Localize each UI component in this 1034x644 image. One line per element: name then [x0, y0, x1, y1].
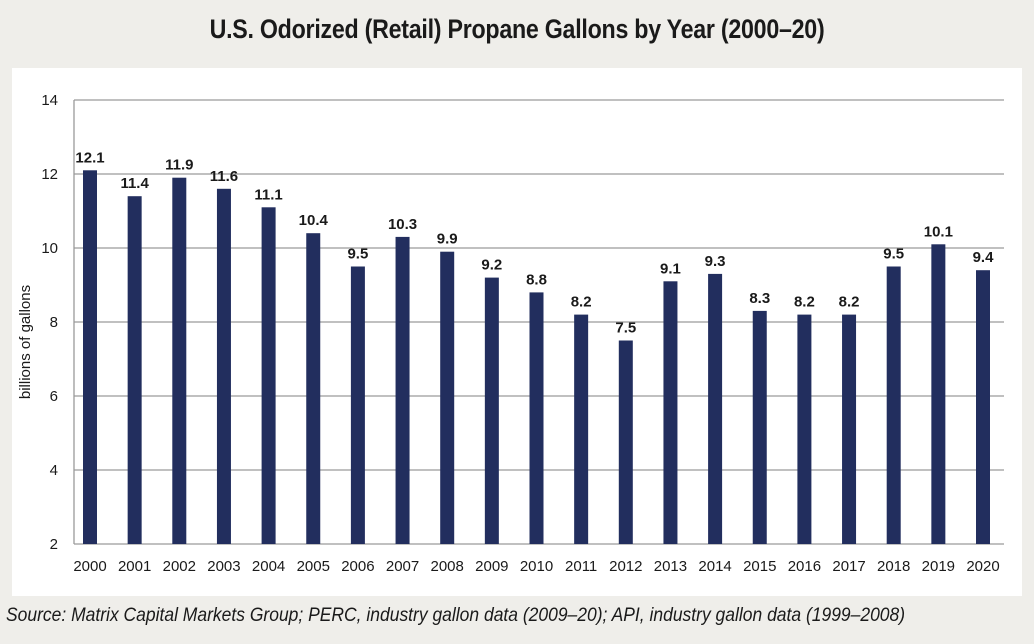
value-label-2011: 8.2 — [571, 294, 592, 311]
x-tick-label-2014: 2014 — [698, 558, 731, 575]
value-label-2012: 7.5 — [615, 320, 636, 337]
x-axis-ticks: 2000 2001 2002 2003 2004 2005 2006 2007 2008 2009… — [73, 558, 999, 575]
bar-2013 — [663, 281, 678, 544]
y-tick-label: 4 — [50, 462, 58, 479]
y-axis-label: billions of gallons — [17, 285, 34, 399]
x-tick-label-2019: 2019 — [922, 558, 955, 575]
value-labels: 12.1 11.4 11.9 11.6 11.1 10.4 9.5 10.3 9.9 9.2 8.8… — [75, 149, 994, 336]
bar-2014 — [708, 273, 723, 544]
bar-2008 — [440, 251, 455, 544]
x-tick-label-2003: 2003 — [207, 558, 240, 575]
x-tick-label-2012: 2012 — [609, 558, 642, 575]
x-tick-label-2013: 2013 — [654, 558, 687, 575]
value-label-2007: 10.3 — [388, 216, 417, 233]
y-tick-label: 12 — [41, 166, 58, 183]
y-tick-label: 14 — [41, 92, 58, 109]
x-tick-label-2007: 2007 — [386, 558, 419, 575]
value-label-2001: 11.4 — [120, 175, 149, 192]
bar-2000 — [83, 170, 97, 545]
value-label-2017: 8.2 — [839, 294, 860, 311]
bar-2007 — [395, 236, 410, 544]
x-tick-label-2006: 2006 — [341, 558, 374, 575]
value-label-2008: 9.9 — [437, 231, 458, 248]
bar-2005 — [306, 233, 321, 544]
value-label-2018: 9.5 — [883, 246, 904, 263]
x-tick-label-2008: 2008 — [431, 558, 464, 575]
y-tick-label: 6 — [50, 388, 58, 405]
value-label-2014: 9.3 — [705, 253, 726, 270]
value-label-2019: 10.1 — [924, 223, 953, 240]
value-label-2006: 9.5 — [347, 246, 368, 263]
value-label-2003: 11.6 — [210, 168, 238, 185]
value-label-2002: 11.9 — [165, 157, 193, 174]
x-tick-label-2018: 2018 — [877, 558, 910, 575]
value-label-2005: 10.4 — [299, 212, 329, 229]
bar-2016 — [797, 314, 812, 544]
chart-title: U.S. Odorized (Retail) Propane Gallons b… — [209, 14, 825, 44]
value-label-2004: 11.1 — [254, 186, 282, 203]
y-tick-label: 8 — [50, 314, 58, 331]
bar-2002 — [172, 177, 187, 544]
bar-2017 — [842, 314, 857, 544]
x-tick-label-2004: 2004 — [252, 558, 285, 575]
x-tick-label-2015: 2015 — [743, 558, 776, 575]
value-label-2009: 9.2 — [481, 257, 502, 274]
bar-2020 — [976, 270, 990, 544]
plot-panel: 2 4 6 8 10 12 14 billions of gallons 12.1 11.4 1… — [12, 68, 1022, 596]
source-note: Source: Matrix Capital Markets Group; PE… — [6, 605, 906, 626]
bar-2010 — [529, 292, 544, 544]
value-label-2010: 8.8 — [526, 271, 547, 288]
value-label-2000: 12.1 — [75, 149, 104, 166]
bar-2018 — [886, 266, 901, 544]
bar-2009 — [484, 277, 499, 544]
x-tick-label-2009: 2009 — [475, 558, 508, 575]
value-label-2020: 9.4 — [973, 249, 995, 266]
value-label-2015: 8.3 — [749, 290, 770, 307]
x-tick-label-2002: 2002 — [163, 558, 196, 575]
y-axis-ticks: 2 4 6 8 10 12 14 — [41, 92, 58, 553]
x-tick-label-2017: 2017 — [832, 558, 865, 575]
bar-2012 — [618, 340, 633, 544]
x-tick-label-2010: 2010 — [520, 558, 553, 575]
y-tick-label: 10 — [41, 240, 58, 257]
bars — [83, 170, 990, 545]
bar-2011 — [574, 314, 589, 544]
bar-2015 — [752, 310, 767, 544]
y-tick-label: 2 — [50, 536, 58, 553]
bar-2006 — [350, 266, 365, 544]
x-tick-label-2005: 2005 — [297, 558, 330, 575]
x-tick-label-2020: 2020 — [966, 558, 999, 575]
value-label-2016: 8.2 — [794, 294, 815, 311]
bar-2003 — [216, 188, 231, 545]
value-label-2013: 9.1 — [660, 260, 681, 277]
x-tick-label-2000: 2000 — [73, 558, 106, 575]
x-tick-label-2016: 2016 — [788, 558, 821, 575]
bar-2001 — [127, 196, 142, 544]
bar-2004 — [261, 207, 276, 545]
x-tick-label-2001: 2001 — [118, 558, 151, 575]
x-tick-label-2011: 2011 — [565, 558, 597, 575]
bar-2019 — [931, 244, 946, 545]
